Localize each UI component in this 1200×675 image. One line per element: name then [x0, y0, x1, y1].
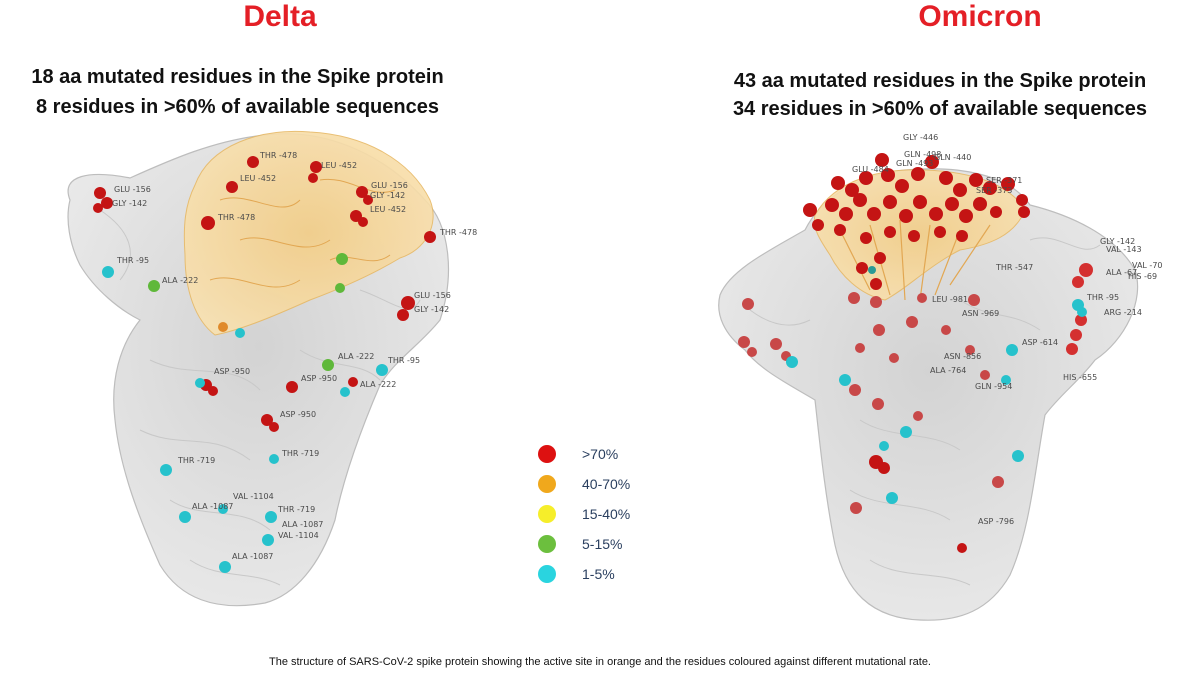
residue-label: VAL -143 [1106, 245, 1142, 254]
residue-label: VAL -1104 [233, 492, 274, 501]
residue-label: VAL -70 [1132, 261, 1163, 270]
delta-ribbon-texture [99, 209, 421, 586]
legend-swatch-icon [538, 535, 556, 553]
residue-label: ASP -950 [280, 410, 316, 419]
residue-label: GLY -446 [903, 133, 938, 142]
delta-spike-structure: GLU -156 GLY -142 THR -478 LEU -452 LEU … [67, 130, 477, 607]
residue-label: ASN -969 [962, 309, 999, 318]
residue-label: THR -719 [177, 456, 215, 465]
residue-label: SER -371 [986, 176, 1022, 185]
delta-subtitle-line2: 8 residues in >60% of available sequence… [36, 96, 439, 118]
omicron-residue-labels: GLY -446 GLN -498 GLN -440 GLU -484 GLN … [852, 133, 1163, 526]
omicron-residue-spheres [738, 153, 1093, 553]
residue-label: THR -95 [387, 356, 420, 365]
residue-label: GLU -484 [852, 165, 889, 174]
residue-label: ALA -1087 [192, 502, 233, 511]
residue-label: GLN -493 [896, 159, 933, 168]
residue-label: GLN -954 [975, 382, 1012, 391]
residue-label: GLY -142 [414, 305, 449, 314]
residue-label: ARG -214 [1104, 308, 1142, 317]
residue-label: VAL -1104 [278, 531, 319, 540]
residue-label: ALA -764 [930, 366, 966, 375]
omicron-active-ribbons [839, 219, 991, 301]
residue-label: HIS -69 [1128, 272, 1157, 281]
delta-active-site [183, 130, 434, 336]
legend-label: 15-40% [582, 506, 631, 522]
legend-swatch-icon [538, 475, 556, 493]
delta-active-ribbons [209, 178, 396, 288]
residue-label: GLY -142 [112, 199, 147, 208]
residue-label: ASP -950 [214, 367, 250, 376]
residue-label: THR -478 [439, 228, 477, 237]
residue-label: THR -95 [1086, 293, 1119, 302]
legend-label: >70% [582, 446, 619, 462]
delta-subtitle-line1: 18 aa mutated residues in the Spike prot… [31, 66, 444, 88]
residue-label: GLU -156 [114, 185, 151, 194]
mutation-rate-legend: >70% 40-70% 15-40% 5-15% 1-5% [538, 442, 688, 592]
omicron-ribbon-texture [749, 237, 1101, 586]
legend-item: 5-15% [538, 532, 688, 562]
omicron-title: Omicron [918, 0, 1042, 33]
residue-label: ALA -222 [338, 352, 374, 361]
residue-label: GLY -142 [1100, 237, 1135, 246]
residue-label: LEU -452 [321, 161, 357, 170]
residue-label: ALA -222 [162, 276, 198, 285]
residue-label: ALA -222 [360, 380, 396, 389]
residue-label: LEU -452 [240, 174, 276, 183]
residue-label: GLU -156 [371, 181, 408, 190]
legend-swatch-icon [538, 505, 556, 523]
omicron-subtitle-line2: 34 residues in >60% of available sequenc… [732, 98, 1148, 120]
omicron-spike-structure: GLY -446 GLN -498 GLN -440 GLU -484 GLN … [718, 133, 1163, 621]
residue-label: HIS -655 [1063, 373, 1097, 382]
residue-label: GLN -498 [904, 150, 941, 159]
residue-label: THR -719 [277, 505, 315, 514]
residue-label: ASN -856 [944, 352, 981, 361]
residue-label: GLU -156 [414, 291, 451, 300]
legend-label: 40-70% [582, 476, 631, 492]
delta-residue-spheres [93, 156, 436, 573]
legend-swatch-icon [538, 445, 556, 463]
residue-label: ALA -1087 [282, 520, 323, 529]
residue-label: THR -719 [281, 449, 319, 458]
residue-label: THR -478 [217, 213, 255, 222]
residue-label: ALA -1087 [232, 552, 273, 561]
legend-label: 5-15% [582, 536, 623, 552]
legend-item: 40-70% [538, 472, 688, 502]
residue-label: THR -547 [995, 263, 1033, 272]
figure-caption: The structure of SARS-CoV-2 spike protei… [268, 656, 931, 668]
legend-label: 1-5% [582, 566, 615, 582]
residue-label: LEU -981 [932, 295, 968, 304]
residue-label: GLY -142 [370, 191, 405, 200]
residue-label: LEU -452 [370, 205, 406, 214]
residue-label: ASP -796 [978, 517, 1014, 526]
legend-item: 15-40% [538, 502, 688, 532]
residue-label: GLN -440 [934, 153, 971, 162]
residue-label: SER -373 [976, 186, 1012, 195]
residue-label: ASP -950 [301, 374, 337, 383]
residue-label: ASP -614 [1022, 338, 1058, 347]
omicron-subtitle-line1: 43 aa mutated residues in the Spike prot… [733, 70, 1147, 92]
legend-item: >70% [538, 442, 688, 472]
delta-residue-labels: GLU -156 GLY -142 THR -478 LEU -452 LEU … [112, 151, 477, 561]
legend-item: 1-5% [538, 562, 688, 592]
residue-label: THR -95 [116, 256, 149, 265]
residue-label: THR -478 [259, 151, 297, 160]
legend-swatch-icon [538, 565, 556, 583]
delta-title: Delta [243, 0, 317, 33]
residue-label: ALA -67 [1106, 268, 1137, 277]
